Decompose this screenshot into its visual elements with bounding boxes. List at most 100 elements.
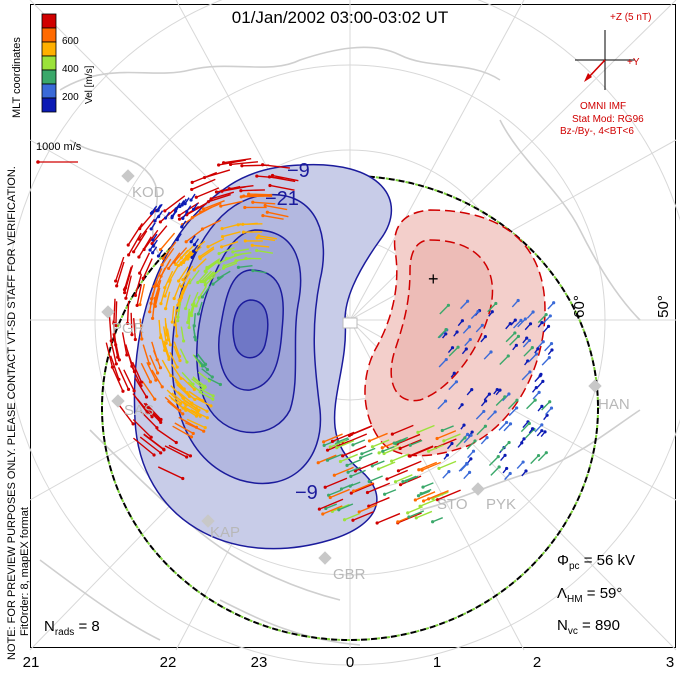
velocity-vector	[150, 284, 157, 304]
velocity-vector-origin	[189, 240, 193, 244]
velocity-vector-origin	[174, 207, 178, 211]
velocity-vector-origin	[114, 362, 118, 366]
velocity-vector-origin	[540, 423, 544, 427]
velocity-vector	[466, 440, 476, 450]
velocity-vector-origin	[490, 310, 494, 314]
coordinate-system-label: MLT coordinates	[11, 37, 23, 118]
velocity-vector	[117, 402, 134, 425]
velocity-vector-origin	[183, 202, 187, 206]
velocity-vector-origin	[234, 258, 238, 263]
velocity-vector-origin	[200, 227, 205, 231]
velocity-vector-origin	[167, 355, 171, 359]
velocity-vector-origin	[541, 379, 545, 383]
velocity-vector-origin	[470, 430, 474, 434]
velocity-vector	[437, 489, 461, 501]
velocity-vector-origin	[418, 504, 422, 508]
velocity-vector-origin	[447, 470, 451, 474]
velocity-vector-origin	[117, 358, 121, 362]
velocity-vector	[216, 185, 241, 193]
velocity-vector-origin	[205, 416, 209, 420]
velocity-vector-origin	[194, 414, 199, 418]
velocity-vector	[121, 332, 128, 356]
velocity-vector-origin	[530, 427, 535, 431]
velocity-vector-origin	[193, 397, 197, 402]
velocity-vector-origin	[161, 256, 165, 261]
velocity-vector-origin	[533, 398, 537, 402]
velocity-vector-origin	[125, 353, 129, 357]
velocity-vector-origin	[148, 310, 152, 314]
site-label-pgr: PGR	[112, 320, 145, 337]
velocity-vector	[337, 437, 349, 443]
velocity-vector-origin	[190, 216, 194, 220]
velocity-vector-origin	[521, 460, 525, 464]
velocity-vector	[267, 211, 289, 218]
velocity-vector	[269, 176, 296, 183]
velocity-vector	[436, 430, 457, 440]
velocity-vector	[421, 461, 442, 471]
velocity-vector	[218, 247, 235, 255]
velocity-vector-origin	[144, 395, 149, 399]
velocity-vector	[432, 517, 443, 523]
velocity-vector	[169, 351, 178, 368]
velocity-vector-origin	[243, 239, 247, 243]
velocity-vector-origin	[140, 337, 144, 341]
velocity-vector-origin	[216, 276, 221, 280]
velocity-vector	[185, 229, 203, 243]
velocity-vector	[537, 452, 547, 462]
velocity-vector	[382, 445, 395, 452]
velocity-vector	[204, 274, 216, 286]
velocity-vector-origin	[514, 343, 518, 347]
fit-order-note: FitOrder: 8, mapEX format	[19, 507, 31, 636]
velocity-vector	[182, 265, 194, 281]
velocity-vector	[350, 469, 366, 478]
velocity-vector	[252, 244, 270, 248]
velocity-vector-origin	[203, 362, 207, 366]
velocity-vector	[167, 400, 184, 415]
velocity-vector	[198, 285, 207, 299]
velocity-vector	[125, 275, 132, 299]
velocity-vector	[448, 346, 459, 357]
velocity-vector	[161, 247, 175, 266]
velocity-vector-origin	[150, 316, 155, 320]
velocity-vector	[483, 351, 492, 360]
velocity-vector-origin	[445, 453, 449, 457]
velocity-vector-origin	[463, 436, 467, 440]
velocity-vector	[376, 512, 401, 524]
colorbar-swatch	[41, 97, 57, 113]
velocity-vector-origin	[125, 321, 130, 326]
velocity-vector	[173, 247, 188, 263]
velocity-vector	[241, 195, 265, 198]
velocity-vector-origin	[413, 498, 417, 502]
velocity-vector-origin	[370, 445, 375, 449]
velocity-vector	[159, 232, 176, 251]
velocity-vector-origin	[139, 380, 144, 384]
velocity-vector-origin	[199, 279, 203, 284]
plot-frame	[30, 4, 676, 648]
mlt-tick-23: 23	[250, 654, 268, 671]
velocity-vector-origin	[150, 415, 154, 419]
velocity-vector	[520, 422, 530, 433]
velocity-vector-origin	[541, 340, 545, 344]
velocity-vector-origin	[192, 387, 197, 392]
velocity-vector-origin	[196, 312, 201, 316]
velocity-vector-origin	[181, 476, 185, 481]
velocity-vector-origin	[376, 467, 381, 471]
velocity-vector-origin	[480, 323, 484, 327]
velocity-vector-origin	[178, 358, 182, 363]
velocity-vector	[238, 222, 258, 226]
colorbar-swatch	[41, 41, 57, 57]
velocity-vector-origin	[367, 479, 371, 484]
velocity-vector	[177, 391, 193, 404]
velocity-vector	[422, 482, 434, 488]
site-label-sto: STO	[437, 496, 468, 513]
velocity-vector	[395, 438, 407, 445]
velocity-vector-origin	[220, 234, 225, 239]
velocity-vector	[153, 268, 163, 287]
velocity-vector-origin	[495, 387, 499, 392]
velocity-vector	[338, 503, 354, 511]
velocity-vector-origin	[416, 494, 421, 498]
map-title: 01/Jan/2002 03:00-03:02 UT	[231, 8, 449, 27]
velocity-vector	[252, 269, 267, 274]
velocity-vector-origin	[485, 436, 489, 440]
